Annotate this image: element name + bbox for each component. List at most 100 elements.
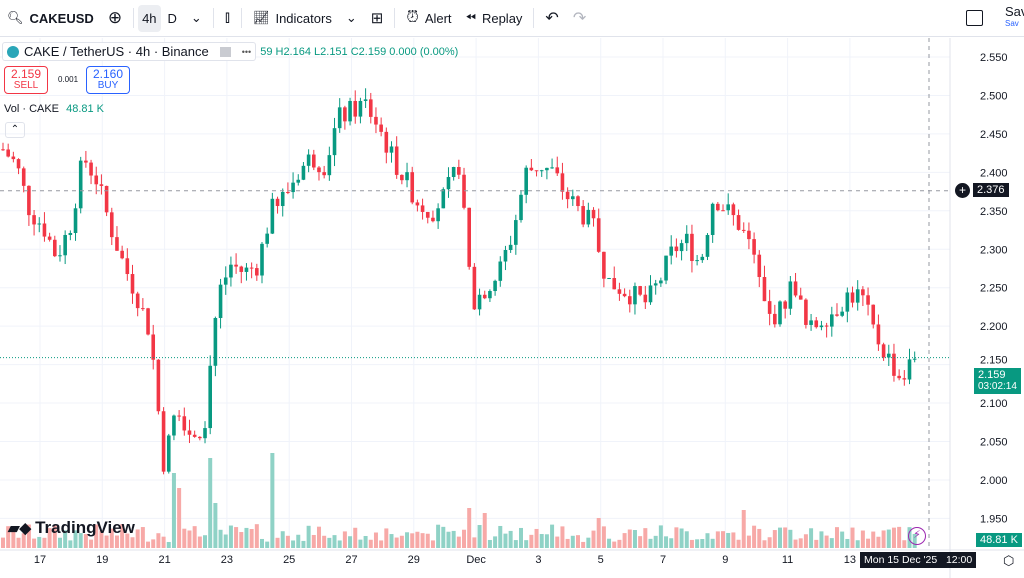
volume-bar	[146, 541, 151, 548]
add-alert-plus-icon[interactable]: +	[955, 183, 970, 198]
volume-bar	[249, 529, 254, 548]
candle-body	[125, 258, 130, 275]
volume-bar	[456, 536, 461, 548]
candle-body	[32, 215, 36, 225]
volume-bar	[798, 538, 803, 548]
timeframe-4h[interactable]: 4h	[138, 4, 161, 32]
volume-bar	[130, 537, 135, 548]
volume-bar	[228, 525, 233, 548]
candle-body	[218, 284, 223, 318]
volume-bar	[643, 528, 648, 548]
candle-body	[788, 281, 793, 309]
volume-bar	[140, 527, 145, 548]
volume-bar	[746, 535, 751, 548]
volume-bar	[762, 540, 767, 548]
candle-body	[876, 324, 881, 345]
volume-bar	[16, 537, 21, 548]
candle-body	[358, 100, 363, 117]
candle-type-icon[interactable]: ⫾	[224, 9, 230, 26]
compare-button[interactable]: ⊕	[101, 0, 129, 36]
candlestick-chart[interactable]: 2.550 2.500 2.450 2.400 2.350 2.300 2.250 2.200…	[0, 38, 1024, 578]
save-button[interactable]: SavSav	[1005, 4, 1024, 30]
volume-bar	[120, 524, 125, 548]
candle-body	[177, 415, 181, 417]
candle-body	[638, 286, 642, 295]
symbol-search[interactable]: 🔍︎ CAKEUSD	[0, 0, 101, 36]
indicators-chevron-icon[interactable]: ⌄	[345, 10, 357, 25]
buy-button[interactable]: 2.160 BUY	[86, 66, 131, 94]
save-label: Sav	[1005, 4, 1024, 19]
volume-bar	[793, 539, 798, 548]
volume-bar	[358, 539, 363, 548]
volume-bar	[803, 534, 808, 548]
volume-bar	[653, 535, 658, 548]
layouts-icon[interactable]: ⊞	[370, 10, 384, 27]
volume-legend[interactable]: Vol · CAKE 48.81 K	[4, 103, 104, 115]
candle-body	[286, 191, 290, 193]
tradingview-logo[interactable]: ▰◆ TradingView	[8, 518, 135, 538]
volume-bar	[886, 529, 891, 548]
lightning-icon[interactable]: ⚡︎	[908, 527, 926, 545]
candle-body	[223, 277, 228, 285]
volume-bar	[721, 531, 726, 548]
price-tick: 2.100	[980, 398, 1008, 410]
volume-bar	[363, 535, 368, 548]
chart-area[interactable]: 2.550 2.500 2.450 2.400 2.350 2.300 2.250 2.200…	[0, 38, 1024, 578]
candle-body	[420, 205, 425, 212]
candle-body	[109, 212, 114, 238]
volume-bar	[177, 488, 182, 548]
candle-body	[835, 314, 839, 316]
collapse-legend-button[interactable]: ⌃	[5, 122, 25, 138]
tv-logo-icon: ▰◆	[8, 520, 32, 537]
volume-bar	[192, 526, 197, 548]
more-icon[interactable]: •••	[241, 46, 252, 57]
candle-body	[229, 264, 233, 278]
candle-body	[778, 301, 782, 325]
settings-icon[interactable]: ⬡	[1003, 553, 1015, 568]
volume-bar	[772, 530, 777, 548]
volume-bar	[47, 528, 52, 548]
candle-body	[405, 172, 409, 181]
volume-bar	[99, 530, 104, 548]
candle-body	[617, 289, 622, 294]
volume-bar	[860, 530, 865, 548]
indicators-button[interactable]: 📈︎ Indicators	[246, 0, 339, 36]
candle-body	[767, 301, 772, 314]
candle-body	[172, 415, 176, 436]
undo-icon[interactable]: ↶	[545, 10, 559, 27]
candle-body	[146, 308, 150, 335]
fullscreen-checkbox-icon[interactable]	[966, 10, 983, 26]
flag-icon[interactable]	[219, 46, 231, 57]
volume-bar	[197, 536, 202, 548]
volume-bar	[21, 533, 26, 548]
price-tick: 2.500	[980, 90, 1008, 102]
volume-bar	[337, 540, 342, 548]
volume-bar	[819, 531, 824, 548]
timeframe-chevron-icon[interactable]: ⌄	[190, 10, 202, 25]
candle-body	[669, 246, 674, 256]
volume-bar	[487, 539, 492, 548]
timeframe-d[interactable]: D	[167, 10, 177, 26]
volume-bar	[451, 530, 456, 548]
volume-bar	[270, 453, 275, 548]
chart-legend: CAKE / TetherUS · 4h · Binance ••• 59 H2…	[2, 42, 458, 61]
date-tick: 19	[96, 554, 108, 566]
volume-bar	[104, 535, 109, 548]
price-tick: 2.050	[980, 437, 1008, 449]
sell-button[interactable]: 2.159 SELL	[4, 66, 49, 94]
alarm-clock-icon: ⏰︎	[406, 9, 419, 26]
redo-icon[interactable]: ↷	[572, 10, 587, 27]
candle-body	[643, 294, 648, 303]
candle-body	[379, 124, 383, 132]
candle-body	[591, 209, 596, 219]
volume-bar	[622, 533, 627, 548]
candle-body	[648, 285, 653, 303]
bar-countdown: 03:02:14	[978, 381, 1017, 392]
date-tick: 5	[598, 554, 604, 566]
candle-body	[633, 286, 637, 305]
volume-bar	[855, 540, 860, 548]
symbol-legend[interactable]: CAKE / TetherUS · 4h · Binance •••	[2, 42, 257, 61]
volume-bar	[866, 538, 871, 548]
replay-button[interactable]: ⏪︎ Replay	[459, 0, 530, 36]
alert-button[interactable]: ⏰︎ Alert	[399, 0, 458, 36]
